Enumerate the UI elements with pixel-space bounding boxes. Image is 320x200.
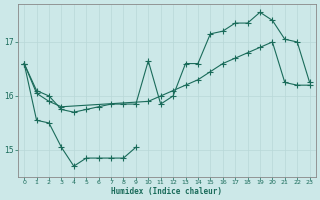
X-axis label: Humidex (Indice chaleur): Humidex (Indice chaleur) (111, 187, 222, 196)
